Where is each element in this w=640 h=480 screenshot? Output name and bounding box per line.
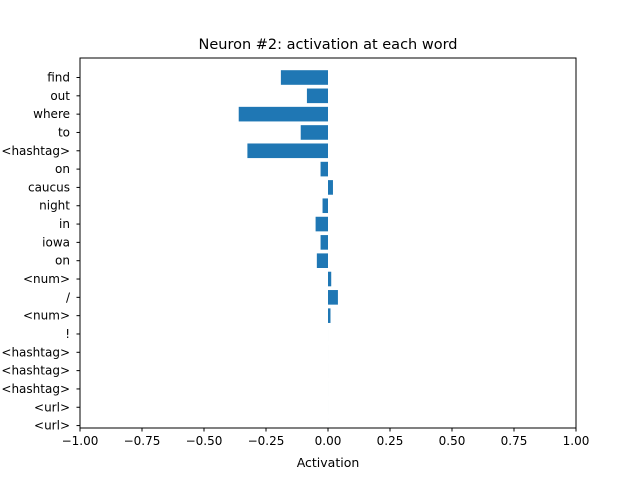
chart-title: Neuron #2: activation at each word — [199, 37, 458, 53]
x-axis-label: Activation — [297, 455, 360, 470]
x-tick-label-6: 0.50 — [439, 434, 466, 448]
x-tick-label-7: 0.75 — [501, 434, 528, 448]
y-tick-label-10: on — [55, 254, 70, 268]
y-tick-label-11: <num> — [23, 272, 70, 286]
y-tick-label-6: caucus — [28, 180, 70, 194]
y-tick-label-4: <hashtag> — [1, 144, 70, 158]
bar-11 — [328, 271, 332, 287]
bar-12 — [328, 290, 338, 305]
y-tick-label-9: iowa — [42, 235, 70, 249]
y-tick-label-5: on — [55, 162, 70, 176]
y-tick-label-0: find — [47, 71, 70, 85]
y-tick-label-19: <url> — [34, 419, 70, 433]
x-tick-label-1: −0.75 — [124, 434, 161, 448]
y-tick-label-7: night — [39, 199, 70, 213]
y-tick-label-12: / — [66, 290, 71, 304]
bar-13 — [328, 308, 331, 323]
y-tick-label-14: ! — [65, 327, 70, 341]
x-tick-label-3: −0.25 — [248, 434, 285, 448]
bars-group — [238, 70, 338, 433]
y-axis: find out where to <hashtag> on caucus night in io… — [1, 71, 80, 433]
y-tick-label-18: <url> — [34, 400, 70, 414]
bar-0 — [280, 70, 328, 85]
x-tick-label-4: 0.00 — [315, 434, 342, 448]
y-tick-label-3: to — [58, 125, 70, 139]
x-tick-label-5: 0.25 — [377, 434, 404, 448]
y-tick-label-1: out — [50, 89, 70, 103]
bar-3 — [300, 125, 328, 140]
x-tick-label-2: −0.50 — [186, 434, 223, 448]
bar-1 — [306, 88, 328, 104]
bar-5 — [320, 161, 328, 177]
y-tick-label-15: <hashtag> — [1, 345, 70, 359]
bar-9 — [320, 235, 328, 250]
bar-4 — [247, 143, 328, 159]
bar-10 — [316, 253, 328, 268]
bar-8 — [315, 216, 328, 232]
y-tick-label-16: <hashtag> — [1, 364, 70, 378]
y-tick-label-17: <hashtag> — [1, 382, 70, 396]
x-axis: −1.00 −0.75 −0.50 −0.25 0.00 0.25 0.50 0.75 1.00 — [62, 428, 590, 448]
y-tick-label-8: in — [59, 217, 70, 231]
x-tick-label-0: −1.00 — [62, 434, 99, 448]
bar-2 — [238, 106, 328, 122]
y-tick-label-2: where — [33, 107, 70, 121]
bar-7 — [322, 198, 328, 214]
x-tick-label-8: 1.00 — [563, 434, 590, 448]
y-tick-label-13: <num> — [23, 309, 70, 323]
plot-frame — [79, 57, 577, 429]
bar-6 — [328, 180, 333, 195]
